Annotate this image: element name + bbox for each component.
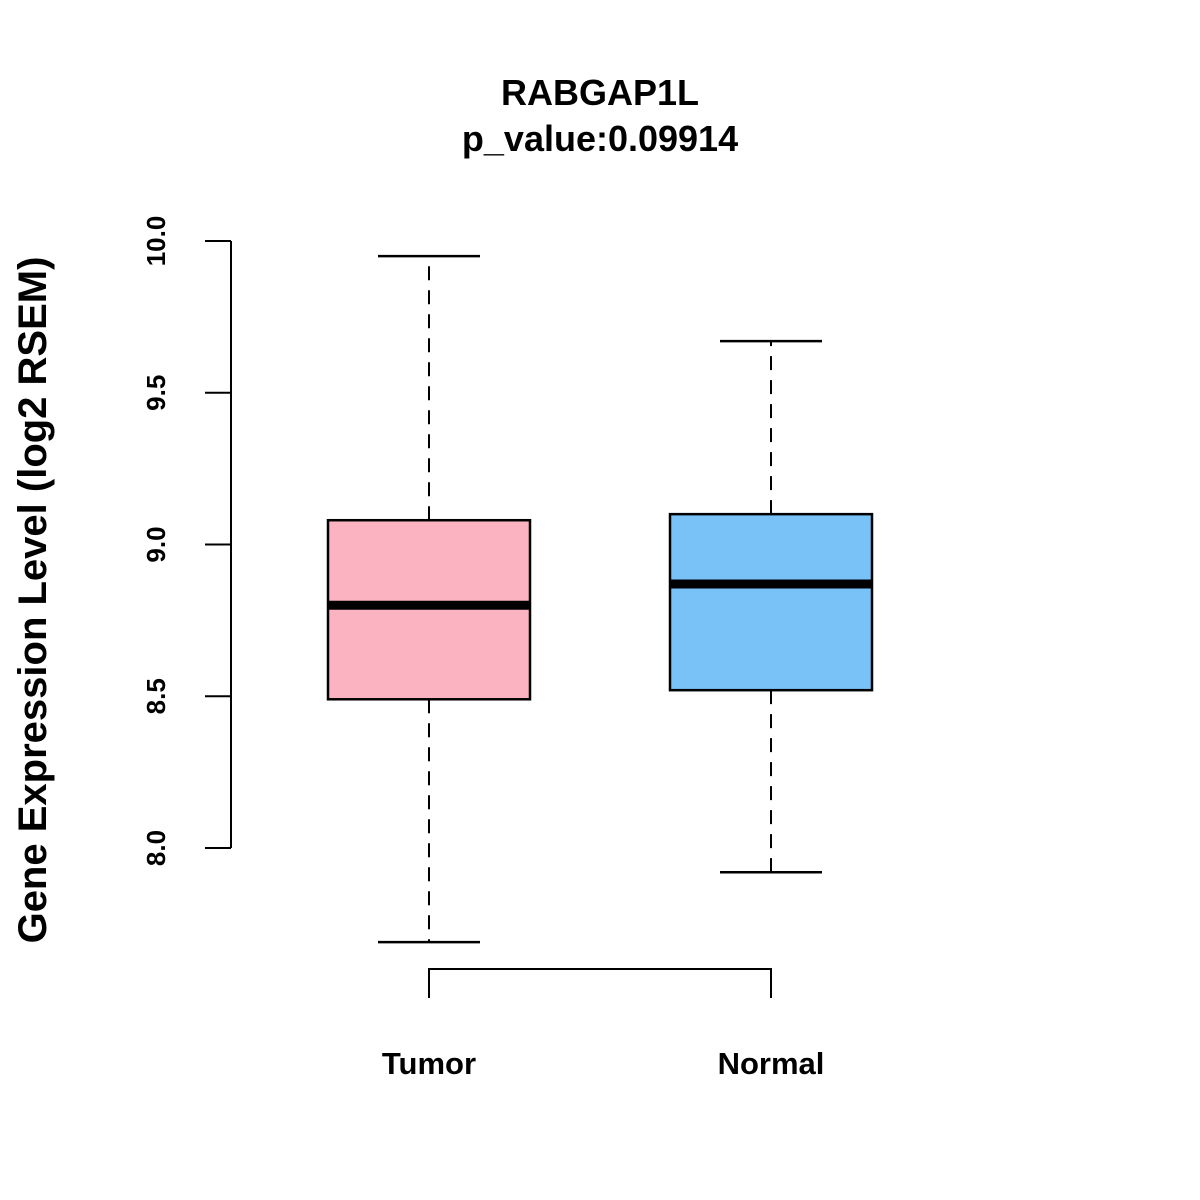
boxes-group [326,254,874,944]
x-label-normal: Normal [718,1046,825,1081]
normal-box [668,512,874,692]
chart-subtitle: p_value:0.09914 [462,118,738,159]
y-axis: 8.0 8.5 9.0 9.5 10.0 [141,216,232,866]
y-tick-label: 8.5 [141,678,171,714]
y-axis-label: Gene Expression Level (log2 RSEM) [11,257,55,944]
comparison-bracket [428,968,772,998]
y-tick-label: 10.0 [141,216,171,267]
chart-title: RABGAP1L [501,72,699,113]
x-axis-labels: Tumor Normal [382,1046,824,1081]
tumor-box [326,518,532,701]
y-tick-label: 8.0 [141,830,171,866]
y-tick-label: 9.5 [141,375,171,411]
x-label-tumor: Tumor [382,1046,476,1081]
bracket-line [428,968,772,998]
y-tick-label: 9.0 [141,526,171,562]
